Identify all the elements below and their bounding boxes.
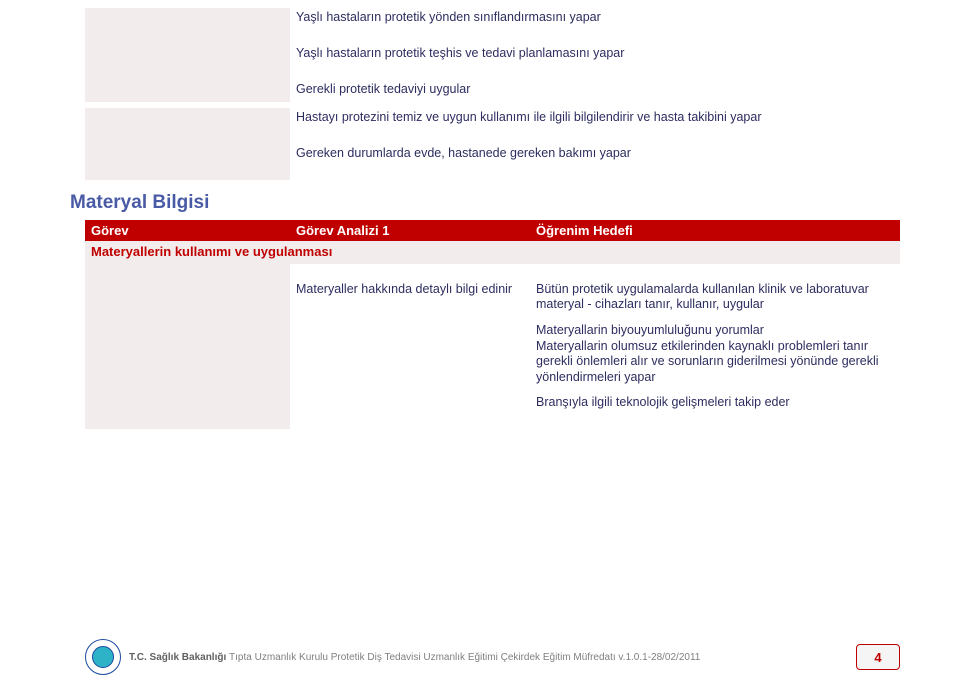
footer-text-rest: Tıpta Uzmanlık Kurulu Protetik Diş Tedav… <box>229 652 700 663</box>
row-text: Yaşlı hastaların protetik yönden sınıfla… <box>290 8 900 44</box>
document-page: Yaşlı hastaların protetik yönden sınıfla… <box>0 0 960 685</box>
content-row: Gerekli protetik tedaviyi uygular <box>85 80 900 108</box>
row-left-shade <box>85 108 290 144</box>
page-number-badge: 4 <box>856 644 900 670</box>
header-col-1: Görev <box>91 223 296 238</box>
body-para: Materyallarin olumsuz etkilerinden kayna… <box>536 339 894 386</box>
body-para: Materyallarin biyouyumluluğunu yorumlar <box>536 323 894 339</box>
body-col-3: Bütün protetik uygulamalarda kullanılan … <box>530 264 900 429</box>
table-header: Görev Görev Analizi 1 Öğrenim Hedefi <box>85 220 900 241</box>
section-title: Materyal Bilgisi <box>70 192 900 214</box>
content-row: Hastayı protezini temiz ve uygun kullanı… <box>85 108 900 144</box>
row-left-shade <box>85 44 290 80</box>
content-row: Yaşlı hastaların protetik teşhis ve teda… <box>85 44 900 80</box>
ministry-logo-icon <box>85 639 121 675</box>
body-left-shade <box>85 264 290 429</box>
sub-header: Materyallerin kullanımı ve uygulanması <box>85 241 900 264</box>
table-body-row: Materyaller hakkında detaylı bilgi edini… <box>85 264 900 429</box>
header-col-3: Öğrenim Hedefi <box>536 223 894 238</box>
content-row: Yaşlı hastaların protetik yönden sınıfla… <box>85 8 900 44</box>
header-col-2: Görev Analizi 1 <box>296 223 536 238</box>
row-left-shade <box>85 144 290 180</box>
row-left-shade <box>85 8 290 44</box>
row-left-shade <box>85 80 290 102</box>
row-text: Gerekli protetik tedaviyi uygular <box>290 80 900 108</box>
footer-text-bold: T.C. Sağlık Bakanlığı <box>129 652 229 663</box>
row-text: Hastayı protezini temiz ve uygun kullanı… <box>290 108 900 144</box>
footer-text: T.C. Sağlık Bakanlığı Tıpta Uzmanlık Kur… <box>129 652 700 663</box>
row-text: Yaşlı hastaların protetik teşhis ve teda… <box>290 44 900 80</box>
body-para: Bütün protetik uygulamalarda kullanılan … <box>536 282 894 313</box>
body-col-2: Materyaller hakkında detaylı bilgi edini… <box>290 264 530 429</box>
content-row: Gereken durumlarda evde, hastanede gerek… <box>85 144 900 180</box>
row-text: Gereken durumlarda evde, hastanede gerek… <box>290 144 900 180</box>
page-footer: T.C. Sağlık Bakanlığı Tıpta Uzmanlık Kur… <box>0 639 960 675</box>
body-para: Branşıyla ilgili teknolojik gelişmeleri … <box>536 395 894 411</box>
